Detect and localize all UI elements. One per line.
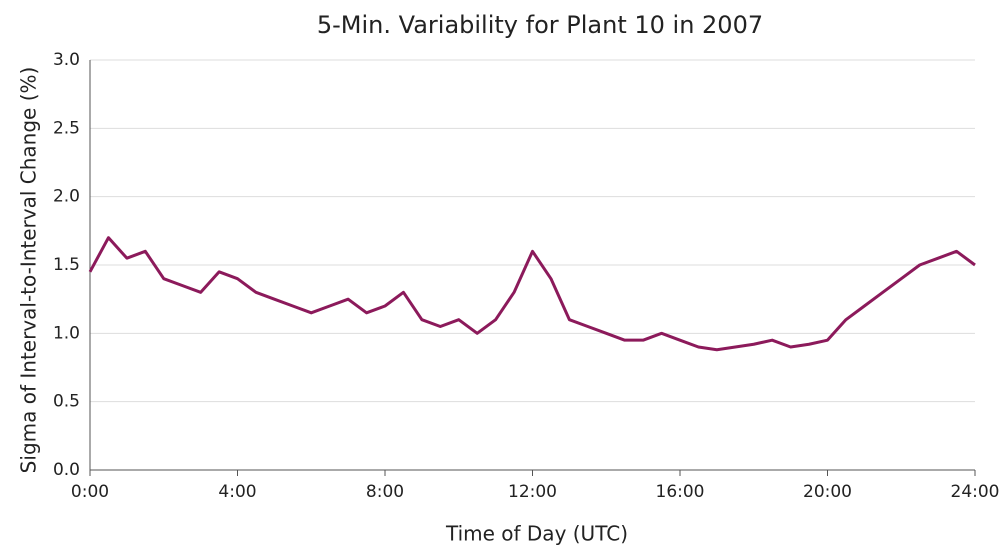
x-tick-label: 8:00 [366, 482, 404, 502]
y-tick-label: 2.0 [53, 187, 80, 207]
y-axis-title: Sigma of Interval-to-Interval Change (%) [17, 67, 41, 474]
x-tick-label: 12:00 [508, 482, 557, 502]
y-tick-label: 2.5 [53, 118, 80, 138]
data-line [88, 236, 976, 352]
y-tick-label: 1.5 [53, 255, 80, 275]
x-tick-label: 20:00 [803, 482, 852, 502]
x-tick-label: 0:00 [71, 482, 109, 502]
y-tick-label: 0.5 [53, 392, 80, 412]
y-tick-label: 3.0 [53, 50, 80, 70]
x-tick-label: 4:00 [218, 482, 256, 502]
y-tick-label: 0.0 [53, 460, 80, 480]
chart-title: 5-Min. Variability for Plant 10 in 2007 [317, 11, 763, 39]
y-tick-label: 1.0 [53, 323, 80, 343]
x-tick-label: 16:00 [656, 482, 705, 502]
x-axis-title: Time of Day (UTC) [445, 522, 628, 546]
x-tick-label: 24:00 [951, 482, 1000, 502]
